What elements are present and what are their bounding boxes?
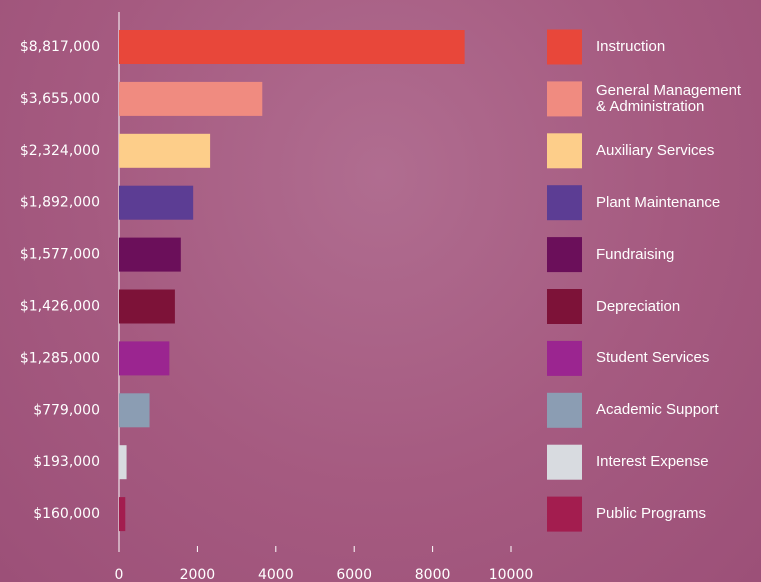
x-tick-label: 2000 (180, 567, 216, 582)
legend-label: General Management & Administration (596, 83, 748, 115)
legend-swatch (547, 289, 582, 324)
value-label: $779,000 (33, 402, 100, 418)
chart: 0 2000 4000 6000 8000 10000 $8,817,000 $3,655,0… (0, 0, 761, 582)
bar (119, 497, 125, 531)
legend-label: Public Programs (596, 506, 748, 522)
bar (119, 290, 175, 324)
legend-swatch (547, 81, 582, 116)
bar (119, 186, 193, 220)
legend-swatch (547, 237, 582, 272)
bar (119, 445, 127, 479)
bar (119, 238, 181, 272)
value-label: $193,000 (33, 454, 100, 470)
legend-swatch (547, 445, 582, 480)
value-label: $1,285,000 (20, 350, 100, 366)
value-label: $2,324,000 (20, 143, 100, 159)
legend-label: Academic Support (596, 402, 748, 418)
value-label: $160,000 (33, 506, 100, 522)
bar (119, 393, 150, 427)
value-label: $8,817,000 (20, 39, 100, 55)
legend-swatch (547, 497, 582, 532)
x-tick-label: 4000 (258, 567, 294, 582)
bar (119, 341, 169, 375)
legend-label: Interest Expense (596, 454, 748, 470)
value-label: $3,655,000 (20, 91, 100, 107)
legend-label: Student Services (596, 350, 748, 366)
bar (119, 30, 465, 64)
legend-swatch (547, 393, 582, 428)
legend-label: Fundraising (596, 247, 748, 263)
legend-swatch (547, 30, 582, 65)
x-tick-label: 6000 (336, 567, 372, 582)
legend-label: Instruction (596, 39, 748, 55)
value-label: $1,426,000 (20, 299, 100, 315)
legend-swatch (547, 133, 582, 168)
legend-swatch (547, 185, 582, 220)
legend-label: Auxiliary Services (596, 143, 748, 159)
x-tick-label: 0 (115, 567, 124, 582)
x-tick-label: 10000 (489, 567, 534, 582)
legend-swatch (547, 341, 582, 376)
x-tick-label: 8000 (415, 567, 451, 582)
bar (119, 82, 262, 116)
bar (119, 134, 210, 168)
legend-label: Depreciation (596, 299, 748, 315)
value-label: $1,892,000 (20, 195, 100, 211)
value-label: $1,577,000 (20, 247, 100, 263)
legend-label: Plant Maintenance (596, 195, 748, 211)
